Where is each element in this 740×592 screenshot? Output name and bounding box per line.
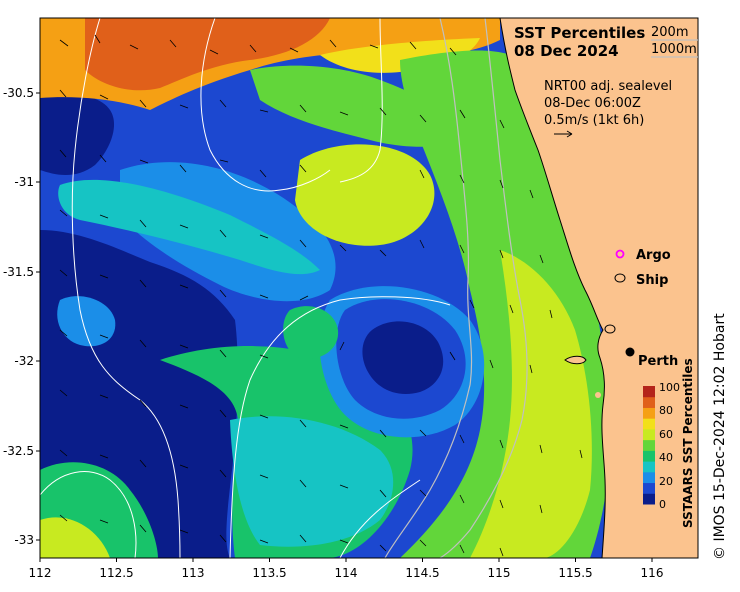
imos-credit-text: © IMOS 15-Dec-2024 12:02 Hobart bbox=[712, 313, 728, 560]
contour-1000m-label: 1000m bbox=[651, 42, 697, 57]
sst-region-eddy-core bbox=[362, 321, 444, 394]
colorbar-tick-60: 60 bbox=[659, 428, 673, 441]
sst-region-yellow-sw bbox=[40, 517, 110, 558]
current-note-line-2: 08-Dec 06:00Z bbox=[544, 96, 641, 111]
sst-region-darkorange-top bbox=[85, 18, 330, 91]
garden-island bbox=[595, 392, 601, 398]
colorbar-tick-40: 40 bbox=[659, 451, 673, 464]
y-tick-minus-32-5: -32.5 bbox=[3, 444, 34, 458]
x-tick-113: 113 bbox=[182, 566, 205, 580]
perth-label: Perth bbox=[638, 354, 678, 369]
colorbar-tick-0: 0 bbox=[659, 498, 666, 511]
coastline bbox=[499, 18, 606, 558]
sst-region-lightgreen-top bbox=[250, 65, 460, 147]
ship-legend-label: Ship bbox=[636, 273, 668, 288]
ship-marker-perth bbox=[604, 324, 616, 334]
current-note-line-1: NRT00 adj. sealevel bbox=[544, 79, 672, 94]
sst-region-cyan-south bbox=[230, 416, 394, 547]
colorbar-segment bbox=[643, 418, 655, 430]
x-tick-116: 116 bbox=[641, 566, 664, 580]
y-axis: -30.5 -31 -31.5 -32 -32.5 -33 bbox=[3, 86, 40, 547]
colorbar bbox=[643, 386, 655, 505]
sst-region-teal-west bbox=[58, 179, 321, 275]
colorbar-title: SSTAARS SST Percentiles bbox=[681, 358, 695, 528]
colorbar-segment bbox=[643, 471, 655, 484]
contour-200m-label: 200m bbox=[651, 25, 688, 40]
sea-level-contours bbox=[40, 18, 451, 558]
x-tick-114-5: 114.5 bbox=[405, 566, 439, 580]
colorbar-segment bbox=[643, 482, 655, 494]
y-tick-minus-33: -33 bbox=[14, 533, 34, 547]
colorbar-segment bbox=[643, 407, 655, 419]
y-tick-minus-31-5: -31.5 bbox=[3, 265, 34, 279]
argo-legend-marker bbox=[615, 249, 625, 259]
colorbar-tick-80: 80 bbox=[659, 404, 673, 417]
sst-region-cyan-west-patch bbox=[57, 296, 116, 347]
title-line-1: SST Percentiles bbox=[514, 24, 645, 42]
map-plot-area bbox=[40, 18, 698, 558]
x-tick-112-5: 112.5 bbox=[99, 566, 133, 580]
y-tick-minus-32: -32 bbox=[14, 354, 34, 368]
colorbar-segment bbox=[643, 461, 655, 473]
colorbar-segment bbox=[643, 396, 655, 408]
colorbar-segment bbox=[643, 386, 655, 398]
current-scale-arrow-head bbox=[566, 130, 573, 138]
argo-legend-label: Argo bbox=[636, 248, 671, 263]
colorbar-tick-100: 100 bbox=[659, 381, 680, 394]
colorbar-tick-labels: 100 80 60 40 20 0 bbox=[659, 381, 680, 511]
x-axis: 112 112.5 113 113.5 114 114.5 115 115.5 … bbox=[29, 558, 664, 580]
current-note-line-3: 0.5m/s (1kt 6h) bbox=[544, 113, 644, 128]
x-tick-115-5: 115.5 bbox=[558, 566, 592, 580]
colorbar-segment bbox=[643, 450, 655, 462]
bathymetry-1000m bbox=[384, 18, 473, 558]
colorbar-segment bbox=[643, 439, 655, 451]
x-tick-114: 114 bbox=[335, 566, 358, 580]
colorbar-segment bbox=[643, 428, 655, 441]
colorbar-segment bbox=[643, 493, 655, 505]
rottnest-island bbox=[564, 355, 587, 365]
ship-legend-marker bbox=[614, 273, 626, 283]
current-vectors bbox=[59, 34, 583, 557]
sst-region-lime-east bbox=[470, 250, 592, 558]
y-tick-minus-31: -31 bbox=[14, 175, 34, 189]
title-line-2: 08 Dec 2024 bbox=[514, 42, 619, 60]
perth-city-marker bbox=[625, 347, 635, 357]
bathymetry-200m bbox=[439, 18, 528, 558]
x-tick-112: 112 bbox=[29, 566, 52, 580]
x-tick-113-5: 113.5 bbox=[252, 566, 286, 580]
plot-frame bbox=[39, 17, 699, 559]
colorbar-tick-20: 20 bbox=[659, 475, 673, 488]
x-tick-115: 115 bbox=[488, 566, 511, 580]
sst-region-lime-north-centre bbox=[295, 144, 435, 246]
y-tick-minus-30-5: -30.5 bbox=[3, 86, 34, 100]
